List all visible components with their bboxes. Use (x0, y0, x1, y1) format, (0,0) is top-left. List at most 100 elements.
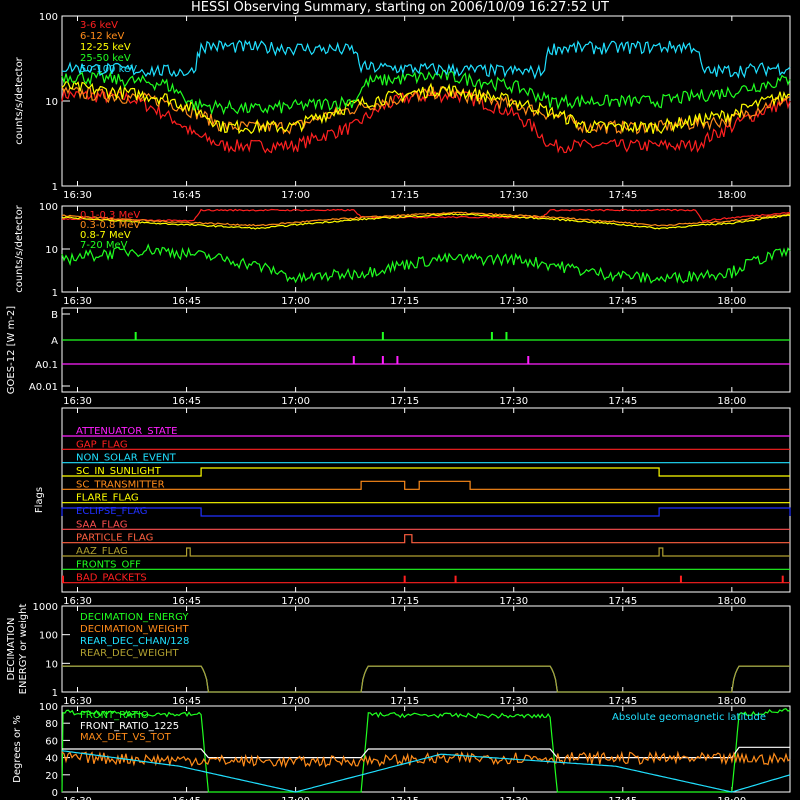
x-tick-label: 18:00 (717, 596, 746, 607)
flag-label: BAD_PACKETS (76, 573, 147, 584)
series-line (61, 69, 791, 116)
x-tick-label: 17:30 (499, 396, 528, 407)
x-tick-label: 16:45 (172, 796, 201, 800)
y-tick-label: 40 (45, 754, 58, 765)
flag-label: SC_IN_SUNLIGHT (76, 466, 162, 477)
flag-label: FRONTS_OFF (76, 559, 141, 570)
y-tick-label: 0 (52, 788, 58, 799)
flag-label: AAZ_FLAG (76, 546, 128, 557)
x-tick-label: 17:15 (390, 190, 419, 201)
y-tick-label: 10 (45, 245, 58, 256)
series-line (61, 750, 791, 769)
x-tick-label: 18:00 (717, 796, 746, 800)
x-tick-label: 18:00 (717, 296, 746, 307)
series-line (62, 665, 790, 693)
x-tick-label: 16:30 (63, 396, 92, 407)
y-tick-label: 60 (45, 736, 58, 747)
x-tick-label: 17:45 (608, 190, 637, 201)
legend-label: DECIMATION_ENERGY (80, 612, 189, 623)
x-tick-label: 16:45 (172, 596, 201, 607)
series-line (61, 89, 791, 154)
x-tick-label: 16:30 (63, 696, 92, 707)
legend-label: REAR_DEC_WEIGHT (80, 648, 179, 659)
x-tick-label: 17:30 (499, 190, 528, 201)
x-tick-label: 17:30 (499, 296, 528, 307)
legend-label: REAR_DEC_CHAN/128 (80, 636, 189, 647)
y-tick-label: A0.1 (35, 360, 58, 371)
flag-label: FLARE_FLAG (76, 493, 139, 504)
series-line (61, 39, 791, 80)
flag-line (62, 467, 790, 477)
y-axis-label: counts/s/detector (14, 204, 25, 292)
y-tick-label: 100 (39, 202, 58, 213)
y-tick-label: A0.01 (29, 382, 58, 393)
series-line (61, 212, 791, 230)
y-axis-label: ENERGY or weight (18, 604, 29, 695)
series-line (61, 208, 790, 223)
legend-label: 25-50 keV (80, 53, 131, 64)
legend-label: FRONT_RATIO_1225 (80, 721, 179, 732)
legend-label: 50-100 keV (80, 64, 137, 75)
series-line (62, 746, 790, 759)
y-tick-label: B (51, 310, 58, 321)
x-tick-label: 16:45 (172, 396, 201, 407)
series-line (61, 708, 791, 793)
x-tick-label: 16:30 (63, 796, 92, 800)
x-tick-label: 17:15 (390, 696, 419, 707)
y-tick-label: 20 (45, 771, 58, 782)
x-tick-label: 17:15 (390, 396, 419, 407)
flag-line (62, 480, 790, 490)
x-tick-label: 17:30 (499, 696, 528, 707)
x-tick-label: 17:00 (281, 190, 310, 201)
y-tick-label: 80 (45, 719, 58, 730)
y-tick-label: 100 (39, 631, 58, 642)
x-tick-label: 16:30 (63, 190, 92, 201)
x-tick-label: 17:45 (608, 396, 637, 407)
legend-label: 0.1-0.3 MeV (80, 210, 140, 221)
x-tick-label: 17:15 (390, 596, 419, 607)
flag-label: ATTENUATOR_STATE (76, 426, 177, 437)
x-tick-label: 16:45 (172, 696, 201, 707)
y-tick-label: 100 (39, 12, 58, 23)
series-line (61, 211, 791, 227)
legend-label: 12-25 keV (80, 42, 131, 53)
x-tick-label: 17:00 (281, 796, 310, 800)
y-axis-label: DECIMATION (6, 617, 17, 680)
legend-label: MAX_DET_VS_TOT (80, 732, 172, 743)
y-axis-label: GOES-12 [W m-2] (6, 306, 17, 394)
series-line (62, 665, 790, 693)
x-tick-label: 17:30 (499, 596, 528, 607)
series-line (61, 750, 791, 793)
legend-label: DECIMATION_WEIGHT (80, 624, 189, 635)
x-tick-label: 17:30 (499, 796, 528, 800)
x-tick-label: 18:00 (717, 696, 746, 707)
y-tick-label: 1 (52, 688, 58, 699)
x-tick-label: 17:00 (281, 696, 310, 707)
flag-label: NON_SOLAR_EVENT (76, 453, 177, 464)
flag-label: PARTICLE_FLAG (76, 533, 153, 544)
legend-label: FRONT_RATIO (80, 710, 149, 721)
legend-label: 0.3-0.8 MeV (80, 220, 140, 231)
y-tick-label: 1 (52, 288, 58, 299)
flag-line (62, 547, 790, 557)
y-axis-label: Flags (34, 487, 45, 513)
x-tick-label: 17:00 (281, 596, 310, 607)
panel-frame (61, 307, 791, 393)
y-tick-label: 100 (39, 702, 58, 713)
x-tick-label: 17:00 (281, 396, 310, 407)
chart-title: HESSI Observing Summary, starting on 200… (191, 0, 609, 15)
x-tick-label: 17:45 (608, 796, 637, 800)
y-tick-label: 1 (52, 182, 58, 193)
flag-line (61, 507, 791, 517)
y-tick-label: 10 (45, 97, 58, 108)
x-tick-label: 18:00 (717, 190, 746, 201)
x-tick-label: 17:45 (608, 596, 637, 607)
legend-label: 6-12 keV (80, 31, 124, 42)
legend-label: 3-6 keV (80, 20, 118, 31)
x-tick-label: 17:15 (390, 296, 419, 307)
panel-frame (61, 605, 791, 693)
y-axis-label: Degrees or % (12, 715, 23, 783)
flag-label: SC_TRANSMITTER (76, 479, 165, 490)
x-tick-label: 17:15 (390, 796, 419, 800)
